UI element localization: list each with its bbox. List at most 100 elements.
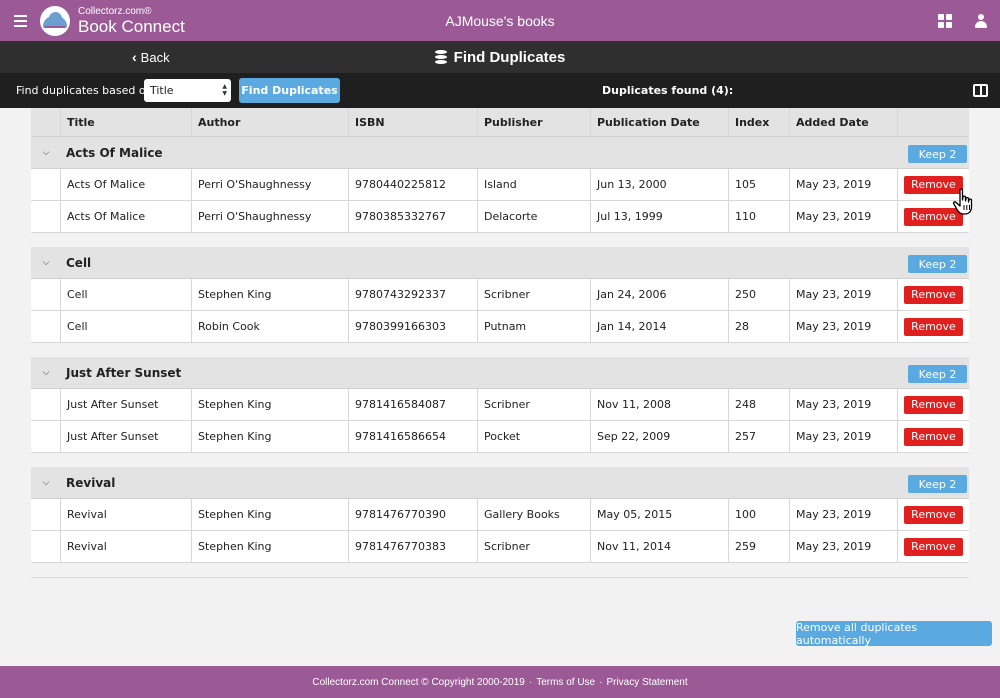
- chevron-down-icon[interactable]: ⌵: [42, 147, 50, 158]
- group-header: ⌵ Revival Keep 2: [31, 467, 969, 499]
- privacy-link[interactable]: Privacy Statement: [606, 676, 688, 688]
- table-row: Acts Of Malice Perri O'Shaughnessy 97804…: [31, 169, 969, 201]
- cell-index: 257: [729, 421, 790, 452]
- terms-link[interactable]: Terms of Use: [536, 676, 596, 688]
- back-button[interactable]: ‹ Back: [132, 41, 170, 73]
- col-index[interactable]: Index: [729, 108, 790, 136]
- remove-button[interactable]: Remove: [904, 317, 963, 336]
- cell-added-date: May 23, 2019: [790, 169, 898, 200]
- footer-copyright: Collectorz.com Connect © Copyright 2000-…: [312, 676, 525, 688]
- remove-button[interactable]: Remove: [904, 175, 963, 194]
- footer-separator: ·: [599, 676, 603, 688]
- duplicates-found-count: Duplicates found (4):: [602, 84, 734, 97]
- cell-added-date: May 23, 2019: [790, 531, 898, 562]
- page-title-label: Find Duplicates: [453, 48, 566, 66]
- grid-icon[interactable]: [938, 13, 952, 28]
- cell-isbn: 9780385332767: [349, 201, 478, 232]
- cell-added-date: May 23, 2019: [790, 389, 898, 420]
- remove-button[interactable]: Remove: [904, 395, 963, 414]
- cell-publisher: Pocket: [478, 421, 591, 452]
- cell-isbn: 9780743292337: [349, 279, 478, 310]
- select-arrows-icon: ▲ ▼: [222, 83, 227, 97]
- based-on-label: Find duplicates based on: [16, 84, 153, 97]
- cell-author: Stephen King: [192, 421, 349, 452]
- table-row: Revival Stephen King 9781476770383 Scrib…: [31, 531, 969, 563]
- cell-title: Revival: [61, 499, 192, 530]
- field-select[interactable]: Title ▲ ▼: [144, 79, 231, 102]
- cell-title: Revival: [61, 531, 192, 562]
- col-author[interactable]: Author: [192, 108, 349, 136]
- duplicate-group: ⌵ Revival Keep 2 Revival Stephen King 97…: [31, 467, 969, 563]
- group-title: Cell: [66, 255, 92, 270]
- col-added-date[interactable]: Added Date: [790, 108, 898, 136]
- group-header: ⌵ Just After Sunset Keep 2: [31, 357, 969, 389]
- table-row: Revival Stephen King 9781476770390 Galle…: [31, 499, 969, 531]
- cell-isbn: 9781476770383: [349, 531, 478, 562]
- group-title: Acts Of Malice: [66, 145, 163, 160]
- table-row: Cell Robin Cook 9780399166303 Putnam Jan…: [31, 311, 969, 343]
- col-publisher[interactable]: Publisher: [478, 108, 591, 136]
- keep-button[interactable]: Keep 2: [908, 145, 967, 163]
- remove-button[interactable]: Remove: [904, 537, 963, 556]
- col-title[interactable]: Title: [61, 108, 192, 136]
- keep-button[interactable]: Keep 2: [908, 475, 967, 493]
- cell-publisher: Scribner: [478, 389, 591, 420]
- cell-title: Cell: [61, 279, 192, 310]
- cell-author: Robin Cook: [192, 311, 349, 342]
- logo-icon: [40, 5, 70, 36]
- chevron-down-icon[interactable]: ⌵: [42, 257, 50, 268]
- cell-publication-date: Jul 13, 1999: [591, 201, 729, 232]
- cell-index: 259: [729, 531, 790, 562]
- cell-publisher: Scribner: [478, 531, 591, 562]
- cell-publisher: Island: [478, 169, 591, 200]
- cell-author: Stephen King: [192, 279, 349, 310]
- table-header: Title Author ISBN Publisher Publication …: [31, 108, 969, 137]
- duplicate-group: ⌵ Just After Sunset Keep 2 Just After Su…: [31, 357, 969, 453]
- cell-isbn: 9781476770390: [349, 499, 478, 530]
- footer: Collectorz.com Connect © Copyright 2000-…: [0, 666, 1000, 698]
- cell-author: Stephen King: [192, 531, 349, 562]
- cell-isbn: 9780440225812: [349, 169, 478, 200]
- find-duplicates-button[interactable]: Find Duplicates: [239, 78, 340, 103]
- keep-button[interactable]: Keep 2: [908, 365, 967, 383]
- cell-index: 105: [729, 169, 790, 200]
- col-publication-date[interactable]: Publication Date: [591, 108, 729, 136]
- keep-button[interactable]: Keep 2: [908, 255, 967, 273]
- cell-publication-date: Sep 22, 2009: [591, 421, 729, 452]
- user-icon[interactable]: [974, 13, 988, 28]
- menu-icon[interactable]: [0, 0, 40, 41]
- chevron-down-icon[interactable]: ⌵: [42, 367, 50, 378]
- duplicates-toolbar: Find duplicates based on Title ▲ ▼ Find D…: [0, 73, 1000, 108]
- group-header: ⌵ Acts Of Malice Keep 2: [31, 137, 969, 169]
- chevron-down-icon[interactable]: ⌵: [42, 477, 50, 488]
- columns-icon[interactable]: [973, 84, 988, 97]
- cell-isbn: 9780399166303: [349, 311, 478, 342]
- cell-title: Acts Of Malice: [61, 201, 192, 232]
- remove-button[interactable]: Remove: [904, 505, 963, 524]
- table-row: Just After Sunset Stephen King 978141658…: [31, 421, 969, 453]
- cell-added-date: May 23, 2019: [790, 311, 898, 342]
- footer-separator: ·: [528, 676, 533, 688]
- brand-small: Collectorz.com®: [78, 5, 152, 17]
- cell-publication-date: Jan 24, 2006: [591, 279, 729, 310]
- cell-publisher: Putnam: [478, 311, 591, 342]
- cell-isbn: 9781416584087: [349, 389, 478, 420]
- cell-index: 28: [729, 311, 790, 342]
- remove-button[interactable]: Remove: [904, 207, 963, 226]
- cell-publication-date: Nov 11, 2008: [591, 389, 729, 420]
- cell-index: 110: [729, 201, 790, 232]
- cell-added-date: May 23, 2019: [790, 201, 898, 232]
- cell-publication-date: Nov 11, 2014: [591, 531, 729, 562]
- remove-button[interactable]: Remove: [904, 427, 963, 446]
- chevron-left-icon: ‹: [132, 49, 137, 65]
- cell-publisher: Gallery Books: [478, 499, 591, 530]
- cell-title: Just After Sunset: [61, 421, 192, 452]
- app-logo[interactable]: Collectorz.com® Book Connect: [40, 0, 185, 41]
- cell-title: Acts Of Malice: [61, 169, 192, 200]
- top-bar: Collectorz.com® Book Connect AJMouse's b…: [0, 0, 1000, 41]
- col-isbn[interactable]: ISBN: [349, 108, 478, 136]
- remove-button[interactable]: Remove: [904, 285, 963, 304]
- remove-all-duplicates-button[interactable]: Remove all duplicates automatically: [796, 621, 992, 647]
- table-row: Just After Sunset Stephen King 978141658…: [31, 389, 969, 421]
- cell-isbn: 9781416586654: [349, 421, 478, 452]
